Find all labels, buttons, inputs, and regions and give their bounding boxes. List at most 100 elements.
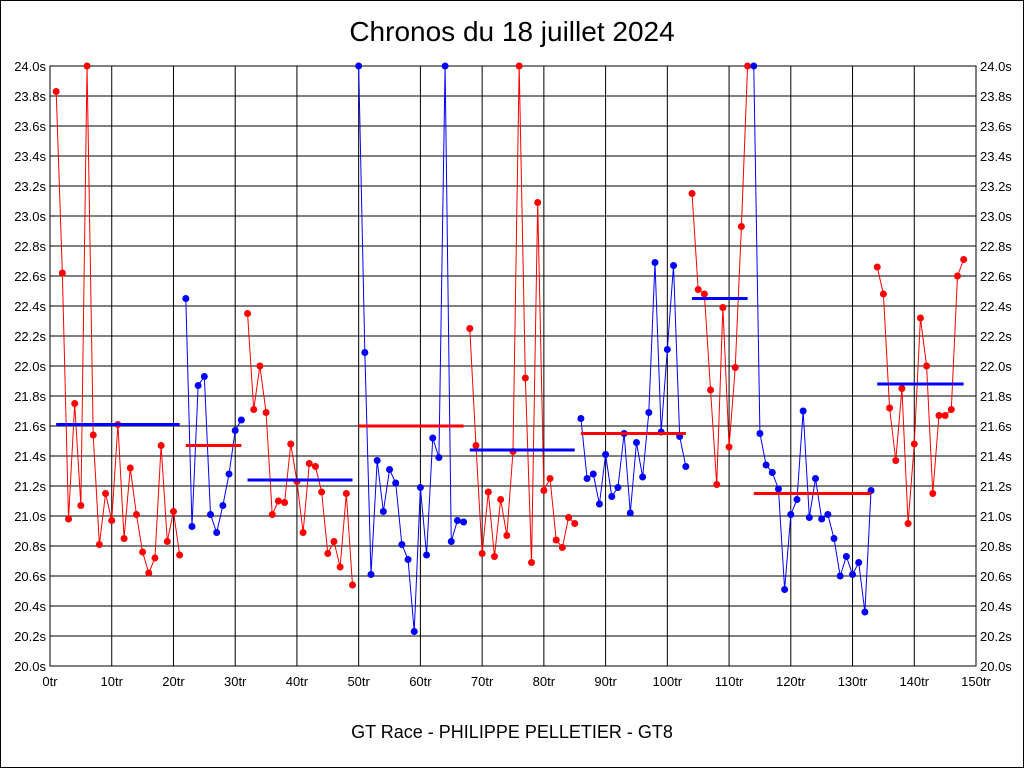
lap-time-point	[558, 544, 566, 551]
lap-time-point	[318, 488, 326, 496]
y-tick-label-left: 20.6s	[14, 569, 46, 584]
lap-time-point	[287, 440, 295, 448]
lap-time-point	[453, 517, 461, 524]
lap-time-point	[836, 572, 844, 580]
x-tick-label: 20tr	[162, 674, 185, 689]
lap-time-point	[71, 400, 79, 407]
lap-time-point	[799, 407, 807, 415]
x-tick-label: 50tr	[347, 674, 370, 689]
x-tick-label: 100tr	[653, 674, 683, 689]
lap-time-point	[373, 457, 381, 464]
lap-time-point	[645, 409, 653, 416]
lap-time-point	[855, 559, 863, 566]
lap-time-point	[182, 295, 190, 302]
lap-time-point	[916, 314, 924, 322]
lap-time-point	[614, 484, 622, 491]
x-tick-label: 30tr	[224, 674, 247, 689]
series-line-8	[753, 65, 872, 613]
lap-time-point	[324, 550, 332, 557]
y-tick-label-right: 21.0s	[980, 509, 1012, 524]
lap-time-point	[490, 553, 498, 560]
lap-time-point	[608, 493, 616, 500]
series-line-2	[185, 298, 242, 535]
lap-time-point	[552, 536, 560, 544]
lap-time-point	[139, 548, 147, 556]
lap-time-point	[392, 479, 400, 487]
lap-time-point	[145, 569, 153, 577]
lap-time-point	[528, 559, 536, 566]
lap-time-point	[386, 466, 394, 473]
y-tick-label-left: 21.4s	[14, 449, 46, 464]
lap-time-point	[77, 502, 85, 509]
x-axis-label: GT Race - PHILIPPE PELLETIER - GT8	[351, 722, 673, 742]
x-tick-label: 150tr	[961, 674, 991, 689]
y-tick-label-left: 21.0s	[14, 509, 46, 524]
lap-time-point	[595, 500, 603, 508]
lap-time-point	[163, 538, 171, 545]
y-tick-label-right: 21.8s	[980, 389, 1012, 404]
lap-time-point	[355, 62, 363, 70]
lap-time-point	[441, 62, 449, 70]
y-tick-label-left: 21.8s	[14, 389, 46, 404]
lap-time-point	[348, 581, 356, 589]
x-tick-label: 70tr	[471, 674, 494, 689]
lap-time-point	[768, 469, 776, 476]
lap-time-point	[830, 535, 838, 542]
lap-time-point	[663, 346, 671, 353]
lap-time-point	[910, 440, 918, 448]
lap-time-point	[589, 470, 597, 478]
y-tick-label-right: 23.0s	[980, 209, 1012, 224]
series-line-9	[876, 259, 965, 524]
lap-time-point	[497, 496, 505, 503]
y-tick-label-left: 23.6s	[14, 119, 46, 134]
lap-time-point	[565, 514, 573, 521]
x-tick-label: 130tr	[838, 674, 868, 689]
chart-title: Chronos du 18 juillet 2024	[349, 16, 675, 47]
y-tick-label-left: 23.0s	[14, 209, 46, 224]
lap-time-point	[694, 286, 702, 293]
y-tick-label-left: 22.8s	[14, 239, 46, 254]
lap-time-point	[892, 457, 900, 464]
lap-time-point	[849, 571, 857, 578]
lap-time-point	[262, 409, 270, 416]
x-tick-label: 90tr	[594, 674, 617, 689]
lap-time-point	[947, 406, 955, 413]
lap-time-point	[367, 571, 375, 578]
lap-time-point	[169, 508, 177, 515]
lap-time-point	[244, 310, 252, 317]
lap-time-point	[787, 511, 795, 518]
lap-time-point	[515, 62, 523, 70]
lap-time-point	[416, 484, 424, 491]
y-tick-label-left: 23.2s	[14, 179, 46, 194]
lap-time-point	[231, 427, 239, 434]
lap-time-point	[756, 430, 764, 437]
lap-time-point	[200, 373, 208, 380]
lap-time-point	[478, 550, 486, 557]
lap-time-point	[311, 463, 319, 470]
lap-time-point	[898, 385, 906, 392]
lap-time-point	[707, 386, 715, 394]
lap-time-point	[410, 628, 418, 635]
x-tick-label: 60tr	[409, 674, 432, 689]
lap-time-point	[774, 485, 782, 493]
lap-time-point	[108, 517, 116, 524]
lap-time-point	[207, 511, 215, 518]
y-tick-label-left: 22.4s	[14, 299, 46, 314]
series-line-4	[358, 65, 464, 632]
y-tick-label-left: 20.8s	[14, 539, 46, 554]
lap-time-point	[274, 497, 282, 505]
y-tick-label-right: 21.2s	[980, 479, 1012, 494]
lap-time-point	[466, 325, 474, 332]
x-tick-label: 0tr	[42, 674, 58, 689]
lap-time-point	[342, 490, 350, 497]
lap-time-point	[904, 520, 912, 527]
series-line-6	[580, 262, 687, 514]
x-tick-label: 140tr	[899, 674, 929, 689]
lap-time-point	[225, 470, 233, 478]
lap-time-point	[688, 190, 696, 197]
lap-time-point	[120, 535, 128, 542]
y-tick-label-right: 20.2s	[980, 629, 1012, 644]
y-tick-label-left: 21.2s	[14, 479, 46, 494]
y-tick-label-left: 20.4s	[14, 599, 46, 614]
lap-time-point	[546, 475, 554, 482]
